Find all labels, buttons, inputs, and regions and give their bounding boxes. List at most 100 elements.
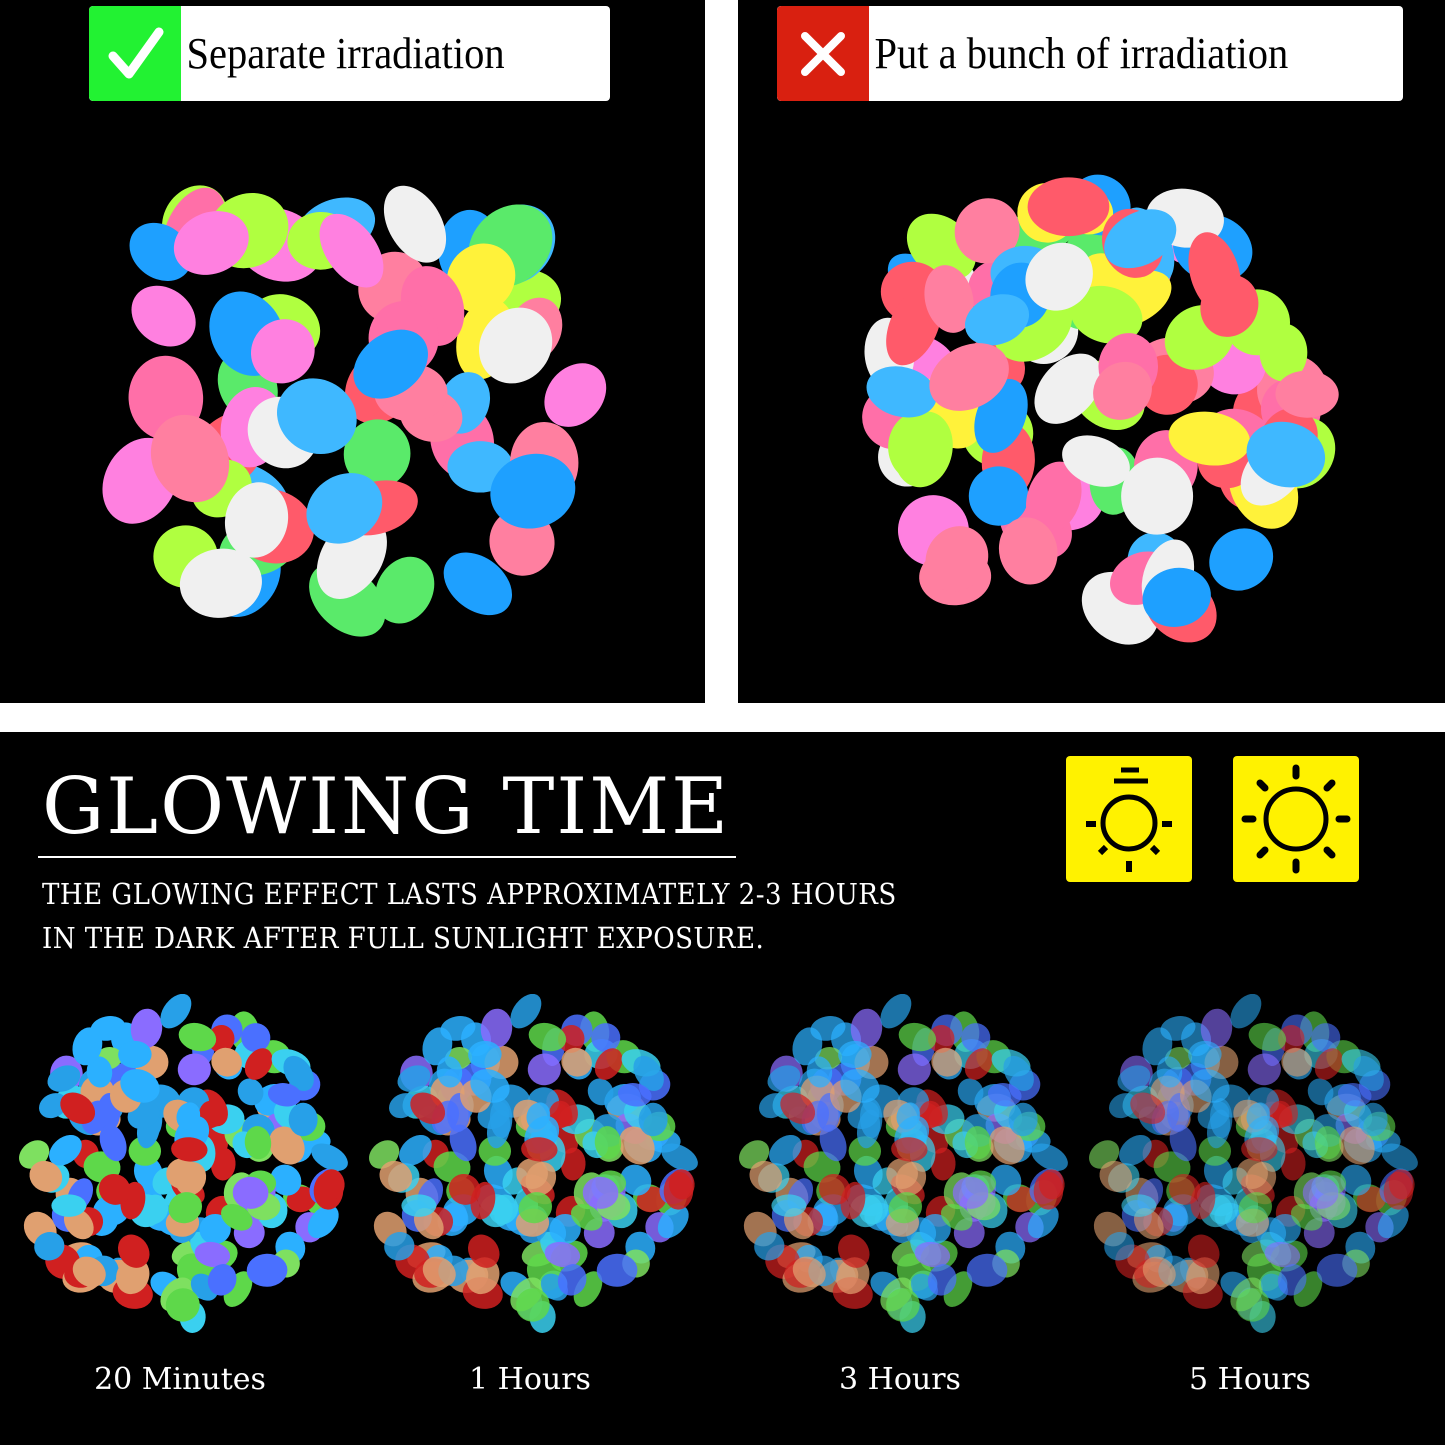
- pebble: [237, 1078, 264, 1106]
- pebble: [1168, 1173, 1201, 1205]
- pebble: [467, 1234, 500, 1268]
- pebble: [880, 994, 912, 1029]
- pebble: [117, 1234, 150, 1268]
- pebble: [1278, 1024, 1305, 1053]
- pebble: [1099, 1160, 1133, 1192]
- pebble: [1169, 1124, 1197, 1162]
- pebble: [1130, 1092, 1166, 1125]
- pebble: [1121, 457, 1194, 535]
- pebble: [557, 1264, 587, 1296]
- pebble: [638, 1102, 668, 1137]
- pebble: [207, 1264, 237, 1296]
- pebble: [177, 1053, 211, 1086]
- pebble: [961, 1023, 991, 1053]
- pebble: [318, 1169, 345, 1200]
- pebble: [422, 1256, 456, 1288]
- pebble: [964, 1126, 992, 1160]
- pebble: [220, 1204, 253, 1231]
- pebble: [1034, 353, 1102, 424]
- pebble: [1340, 1164, 1372, 1196]
- pebble: [99, 1124, 127, 1162]
- pebble: [1156, 1056, 1183, 1088]
- pebble: [754, 1232, 785, 1261]
- pebble: [1190, 1069, 1230, 1103]
- pebble: [288, 1102, 318, 1137]
- pebble: [208, 1024, 235, 1053]
- pebble: [619, 1126, 655, 1165]
- pebble: [758, 1093, 788, 1119]
- pebble: [120, 1069, 160, 1103]
- pebble: [1168, 411, 1251, 466]
- pebble: [954, 198, 1020, 264]
- pebble: [1264, 1241, 1301, 1268]
- pebble: [968, 466, 1029, 526]
- pebble: [168, 1192, 203, 1224]
- pebble: [1104, 209, 1177, 269]
- pebble: [194, 1241, 231, 1268]
- pebble: [160, 994, 192, 1029]
- pebble: [792, 1256, 826, 1288]
- pebble: [1188, 1040, 1222, 1069]
- pebble: [1104, 1232, 1135, 1261]
- pebble: [283, 1055, 314, 1091]
- pebble: [964, 1048, 993, 1080]
- pebble: [749, 1160, 783, 1192]
- glow-pebble-pile: [369, 994, 698, 1333]
- pebble: [582, 1176, 619, 1209]
- pebble: [544, 363, 607, 427]
- pebble: [661, 1143, 698, 1171]
- pebble: [1031, 1143, 1068, 1171]
- stage-label: 5 Hours: [1189, 1362, 1311, 1397]
- pebble: [1388, 1169, 1415, 1200]
- pebble: [1062, 435, 1130, 487]
- pebble: [1246, 1102, 1271, 1130]
- pebble: [210, 1147, 236, 1181]
- pebble: [769, 1134, 802, 1166]
- glowing-time-section: GLOWING TIME THE GLOWING EFFECT LASTS AP…: [0, 732, 1445, 1445]
- sun-icon: [1233, 756, 1359, 882]
- pebble: [1302, 1176, 1339, 1209]
- pebble: [397, 1065, 431, 1092]
- pebble: [1307, 1078, 1334, 1106]
- pebble: [591, 1023, 621, 1053]
- pebble: [594, 1126, 622, 1160]
- pebble: [173, 211, 249, 275]
- pebble: [1235, 1288, 1270, 1322]
- pebble: [1003, 1055, 1034, 1091]
- pebble: [525, 1162, 557, 1196]
- pebble: [885, 1288, 920, 1322]
- pebble: [990, 1164, 1022, 1196]
- pebble: [633, 1055, 664, 1091]
- pebble: [940, 1204, 973, 1231]
- pebble: [1246, 421, 1326, 488]
- pebble: [526, 1102, 551, 1130]
- pebble: [895, 1162, 927, 1196]
- pebble: [544, 1241, 581, 1268]
- pebble: [1377, 1205, 1409, 1239]
- pebble: [510, 994, 542, 1029]
- pebble: [957, 1078, 984, 1106]
- pebble: [224, 482, 289, 558]
- pebble: [987, 1083, 1022, 1107]
- pebble: [771, 1194, 807, 1217]
- pebble: [561, 1047, 592, 1077]
- pebble: [34, 1232, 65, 1261]
- pebble: [1142, 1256, 1176, 1288]
- pebble: [1117, 1065, 1151, 1092]
- pebble: [838, 1040, 872, 1069]
- pebble: [998, 517, 1058, 585]
- pebble: [931, 1047, 962, 1077]
- pebble: [176, 1102, 201, 1130]
- pebble: [1245, 1162, 1277, 1196]
- pebble: [131, 285, 196, 347]
- pebble: [930, 1147, 956, 1181]
- pebble: [384, 1232, 415, 1261]
- pebble: [244, 1048, 273, 1080]
- pebble: [443, 552, 513, 616]
- pebble: [925, 526, 989, 592]
- pebble: [587, 1078, 614, 1106]
- pebble: [898, 1022, 937, 1052]
- pebble: [780, 1092, 816, 1125]
- pebble: [72, 1027, 103, 1066]
- pebble: [175, 1162, 207, 1196]
